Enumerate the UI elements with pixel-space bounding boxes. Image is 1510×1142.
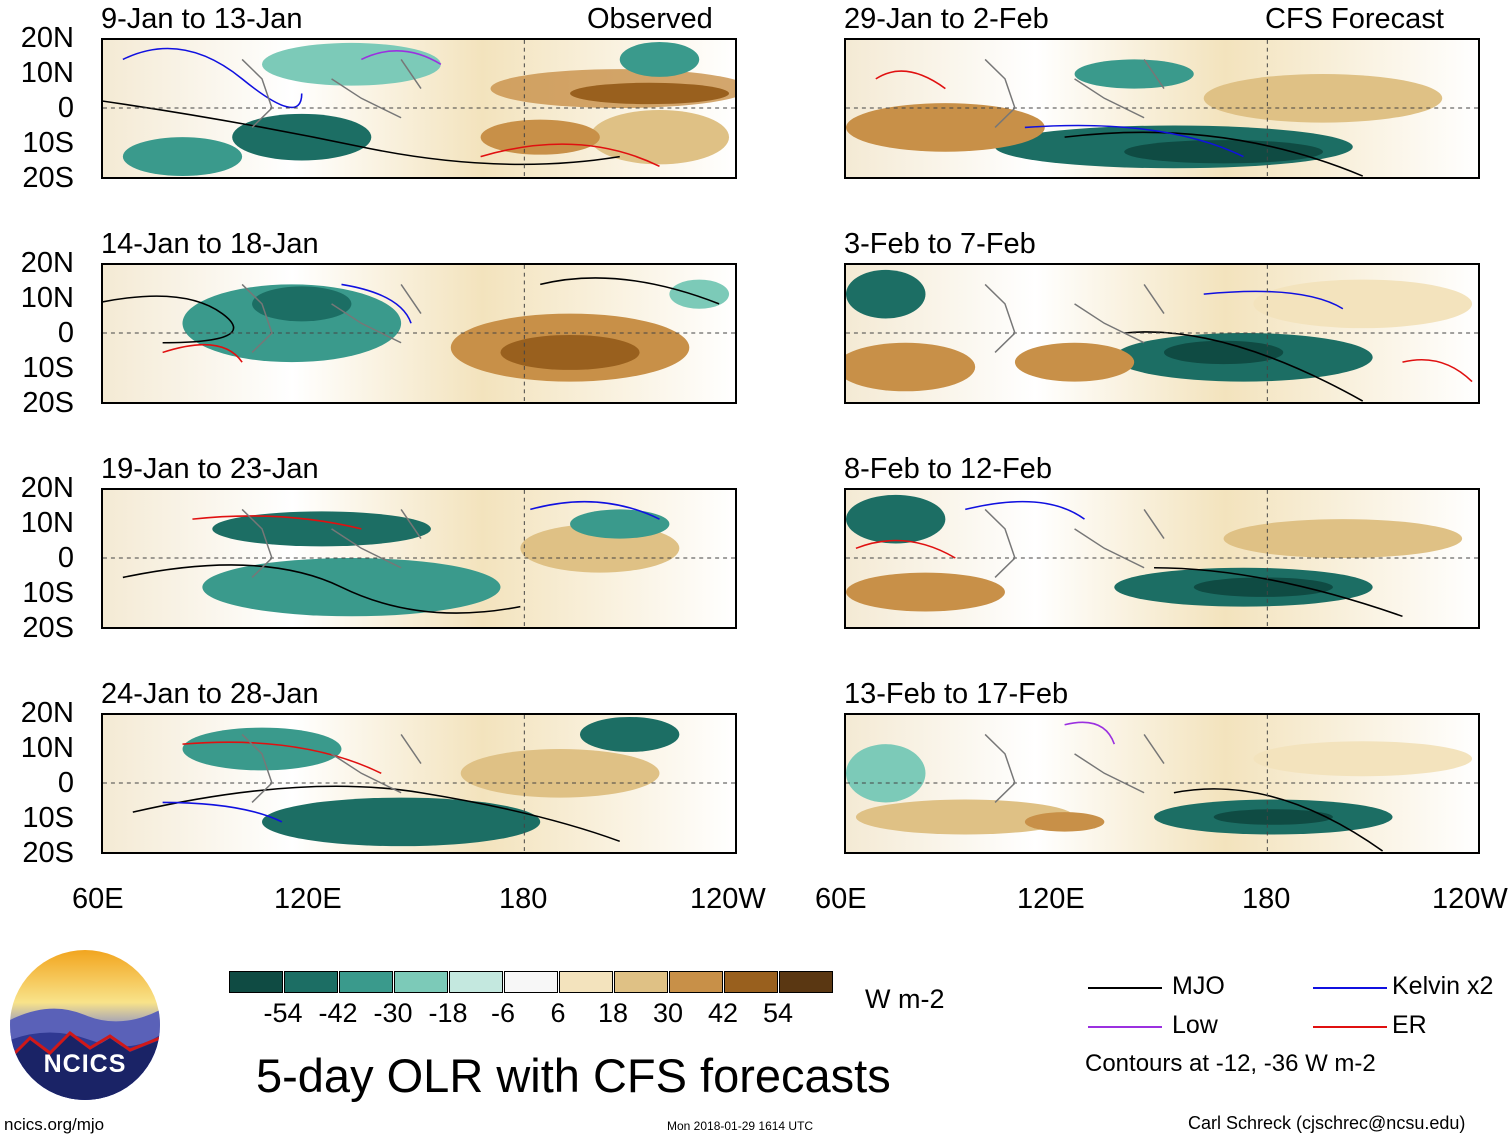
- map-panel-forecast-2: [844, 263, 1480, 404]
- colorbar-box: [339, 971, 393, 993]
- panel-title-1: 9-Jan to 13-Jan: [101, 3, 303, 35]
- panel-title-3: 19-Jan to 23-Jan: [101, 453, 319, 485]
- panel-map: [846, 265, 1478, 402]
- colorbar-box: [669, 971, 723, 993]
- map-panel-forecast-4: [844, 713, 1480, 854]
- map-panel-forecast-1: [844, 38, 1480, 179]
- colorbar-label: 18: [597, 998, 629, 1028]
- lon-tick: 120E: [274, 883, 342, 915]
- lon-tick: 120W: [690, 883, 766, 915]
- lat-tick: 10S: [22, 127, 74, 159]
- lat-tick: 10S: [22, 352, 74, 384]
- lat-tick: 20N: [20, 247, 74, 279]
- lat-tick: 10N: [20, 732, 74, 764]
- lon-tick: 120W: [1432, 883, 1508, 915]
- colorbar-label: -18: [428, 998, 468, 1028]
- colorbar-box: [394, 971, 448, 993]
- lon-tick: 120E: [1017, 883, 1085, 915]
- lat-tick: 20N: [20, 22, 74, 54]
- lat-tick: 0: [57, 317, 74, 349]
- footer-timestamp: Mon 2018-01-29 1614 UTC: [667, 1119, 814, 1133]
- colorbar-unit: W m-2: [865, 984, 945, 1014]
- footer-author: Carl Schreck (cjschrec@ncsu.edu): [1188, 1113, 1466, 1133]
- footer-url[interactable]: ncics.org/mjo: [4, 1115, 105, 1134]
- legend-label-low: Low: [1172, 1011, 1218, 1039]
- panel-map: [846, 40, 1478, 177]
- ncics-logo: NCICS: [10, 950, 160, 1100]
- figure-title: 5-day OLR with CFS forecasts: [256, 1049, 891, 1102]
- forecast-header: CFS Forecast: [1265, 3, 1444, 35]
- colorbar-label: 6: [550, 998, 566, 1028]
- lon-tick: 60E: [815, 883, 867, 915]
- lat-tick: 20N: [20, 472, 74, 504]
- lat-tick: 20S: [22, 162, 74, 194]
- lat-tick: 10N: [20, 282, 74, 314]
- logo-text: NCICS: [43, 1050, 127, 1078]
- lat-tick: 20N: [20, 697, 74, 729]
- lon-tick: 180: [1242, 883, 1291, 915]
- legend-label-mjo: MJO: [1172, 972, 1225, 1000]
- map-panel-forecast-3: [844, 488, 1480, 629]
- panel-map: [103, 40, 735, 177]
- lat-tick: 0: [57, 767, 74, 799]
- lat-tick: 10S: [22, 802, 74, 834]
- colorbar-label: 30: [652, 998, 684, 1028]
- legend-line-low: [1088, 1026, 1162, 1028]
- legend-line-mjo: [1088, 987, 1162, 989]
- map-panel-observed-2: [101, 263, 737, 404]
- panel-map: [846, 490, 1478, 627]
- panel-title-2: 14-Jan to 18-Jan: [101, 228, 319, 260]
- panel-title-4: 24-Jan to 28-Jan: [101, 678, 319, 710]
- lat-tick: 0: [57, 92, 74, 124]
- lat-tick: 20S: [22, 387, 74, 419]
- colorbar-box: [779, 971, 833, 993]
- panel-map: [103, 490, 735, 627]
- colorbar-box: [724, 971, 778, 993]
- lat-tick: 20S: [22, 837, 74, 869]
- colorbar-box: [614, 971, 668, 993]
- colorbar-box: [284, 971, 338, 993]
- colorbar-label: 54: [762, 998, 794, 1028]
- colorbar-label: -30: [373, 998, 413, 1028]
- colorbar-box: [449, 971, 503, 993]
- lat-tick: 10S: [22, 577, 74, 609]
- panel-map: [846, 715, 1478, 852]
- legend-line-kelvin: [1313, 987, 1387, 989]
- map-panel-observed-4: [101, 713, 737, 854]
- lat-tick: 20S: [22, 612, 74, 644]
- panel-title-8: 13-Feb to 17-Feb: [844, 678, 1069, 710]
- lon-tick: 180: [499, 883, 548, 915]
- colorbar-label: -42: [318, 998, 358, 1028]
- map-panel-observed-3: [101, 488, 737, 629]
- colorbar-label: -6: [490, 998, 515, 1028]
- colorbar-box: [504, 971, 558, 993]
- lat-tick: 10N: [20, 507, 74, 539]
- legend-label-kelvin: Kelvin x2: [1392, 972, 1494, 1000]
- lat-tick: 0: [57, 542, 74, 574]
- colorbar-label: 42: [707, 998, 739, 1028]
- legend-note: Contours at -12, -36 W m-2: [1085, 1050, 1376, 1077]
- colorbar-box: [229, 971, 283, 993]
- observed-header: Observed: [587, 3, 713, 35]
- panel-title-5: 29-Jan to 2-Feb: [844, 3, 1049, 35]
- panel-map: [103, 265, 735, 402]
- panel-title-7: 8-Feb to 12-Feb: [844, 453, 1052, 485]
- colorbar-box: [559, 971, 613, 993]
- lat-tick: 10N: [20, 57, 74, 89]
- panel-map: [103, 715, 735, 852]
- colorbar-label: -54: [263, 998, 303, 1028]
- lon-tick: 60E: [72, 883, 124, 915]
- legend-label-er: ER: [1392, 1011, 1427, 1039]
- panel-title-6: 3-Feb to 7-Feb: [844, 228, 1036, 260]
- legend-line-er: [1313, 1026, 1387, 1028]
- map-panel-observed-1: [101, 38, 737, 179]
